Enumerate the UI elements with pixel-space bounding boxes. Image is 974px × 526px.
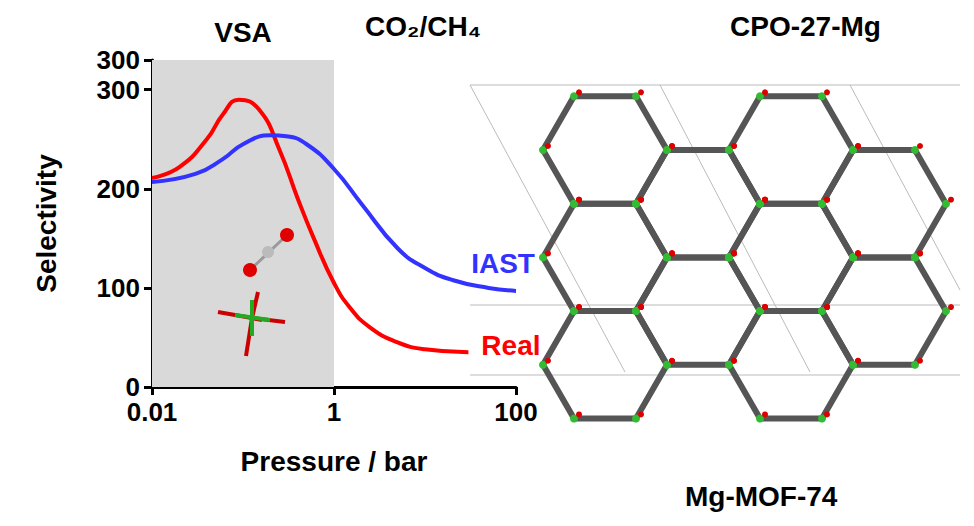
svg-text:Selectivity: Selectivity [31, 154, 62, 293]
svg-text:100: 100 [97, 273, 140, 303]
svg-text:0.01: 0.01 [127, 397, 178, 427]
svg-text:CO₂/CH₄: CO₂/CH₄ [365, 11, 481, 42]
svg-text:0: 0 [125, 372, 140, 402]
svg-text:CPO-27-Mg: CPO-27-Mg [730, 11, 881, 42]
svg-text:Pressure / bar: Pressure / bar [241, 446, 428, 477]
svg-text:300: 300 [97, 75, 140, 105]
svg-text:VSA: VSA [214, 17, 272, 48]
svg-text:Real: Real [481, 330, 540, 361]
svg-text:300: 300 [97, 45, 140, 75]
svg-text:1: 1 [327, 397, 341, 427]
svg-text:Mg-MOF-74: Mg-MOF-74 [685, 481, 838, 512]
svg-text:IAST: IAST [471, 248, 535, 279]
svg-text:200: 200 [97, 174, 140, 204]
svg-text:100: 100 [494, 397, 537, 427]
